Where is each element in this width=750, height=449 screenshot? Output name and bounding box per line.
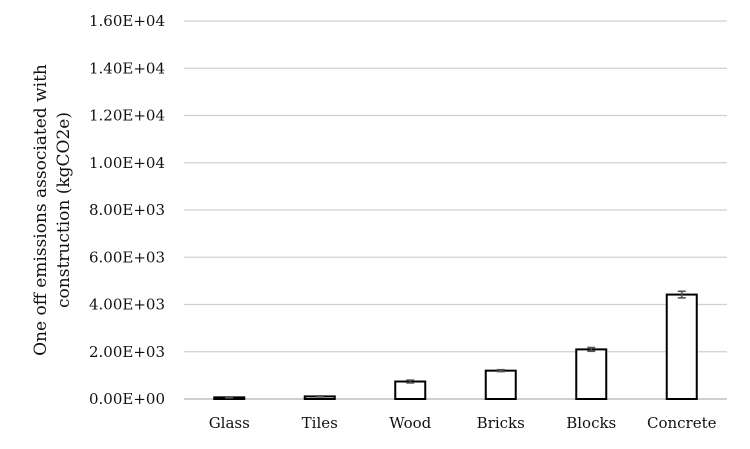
bar-bricks	[484, 369, 517, 400]
bar-concrete	[665, 293, 698, 401]
x-category-label: Tiles	[302, 414, 338, 432]
error-bar-wood	[406, 379, 415, 384]
y-axis-title-line-1: One off emissions associated with	[31, 64, 51, 356]
x-category-label: Blocks	[566, 414, 616, 432]
bar-wood	[394, 380, 427, 400]
x-category-label: Bricks	[477, 414, 525, 432]
y-tick-label: 8.00E+03	[89, 201, 165, 219]
y-tick-label: 1.60E+04	[89, 12, 165, 30]
error-bars	[225, 290, 686, 399]
y-tick-label: 4.00E+03	[89, 296, 165, 314]
x-category-label: Glass	[209, 414, 250, 432]
error-bar-glass	[225, 396, 234, 399]
y-tick-label: 0.00E+00	[89, 390, 165, 408]
y-axis-title-line-2: construction (kgCO2e)	[54, 112, 74, 308]
error-bar-blocks	[587, 346, 596, 353]
error-bar-tiles	[315, 395, 324, 398]
y-tick-label: 6.00E+03	[89, 248, 165, 266]
y-axis-tick-labels: 0.00E+00 2.00E+03 4.00E+03 6.00E+03 8.00E+03…	[89, 12, 165, 408]
y-tick-label: 2.00E+03	[89, 343, 165, 361]
x-axis-category-labels: Glass Tiles Wood Bricks Blocks Concrete	[209, 414, 717, 432]
bar-blocks	[575, 348, 608, 401]
bars	[213, 293, 698, 401]
x-category-label: Wood	[389, 414, 431, 432]
error-bar-concrete	[677, 290, 686, 299]
gridlines	[184, 20, 727, 400]
y-tick-label: 1.20E+04	[89, 107, 165, 125]
y-axis-title: One off emissions associated with constr…	[31, 64, 74, 356]
x-category-label: Concrete	[647, 414, 717, 432]
y-tick-label: 1.00E+04	[89, 154, 165, 172]
error-bar-bricks	[496, 368, 505, 373]
y-tick-label: 1.40E+04	[89, 59, 165, 77]
